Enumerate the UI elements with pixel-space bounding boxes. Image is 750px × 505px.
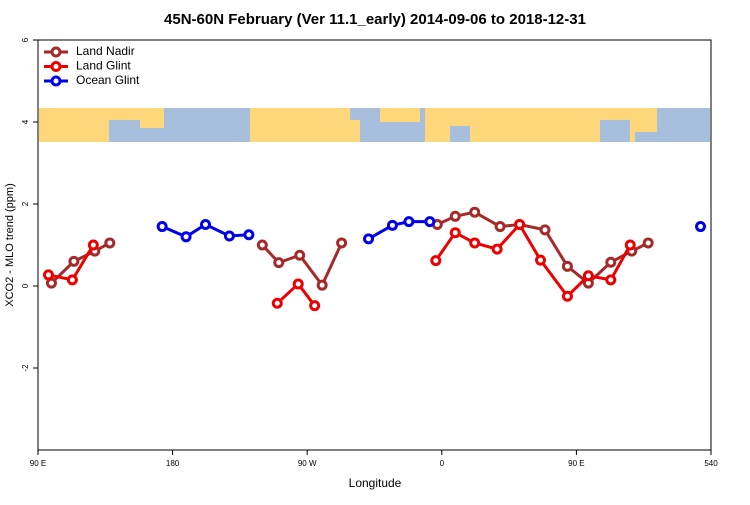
point [469, 237, 481, 249]
point [104, 237, 116, 249]
point [294, 249, 306, 261]
land [380, 108, 420, 122]
land [635, 108, 657, 132]
series-line [50, 210, 649, 289]
point [449, 227, 461, 239]
point [223, 230, 235, 242]
x-tick-label: 540 [704, 459, 718, 468]
point [605, 274, 617, 286]
land [340, 120, 360, 142]
point [539, 224, 551, 236]
legend-marker [50, 61, 62, 72]
point [449, 210, 461, 222]
point [430, 255, 442, 267]
point [336, 237, 348, 249]
point [386, 219, 398, 231]
point [87, 239, 99, 251]
legend-label: Ocean Glint [76, 73, 140, 87]
point [180, 231, 192, 243]
point [695, 221, 707, 233]
point [561, 290, 573, 302]
point [514, 219, 526, 230]
x-axis-label: Longitude [349, 476, 402, 490]
land [250, 108, 350, 142]
x-tick-label: 90 W [298, 459, 317, 468]
legend-marker [50, 46, 62, 58]
x-tick-label: 90 E [30, 459, 46, 468]
point [156, 221, 168, 233]
point [200, 219, 212, 230]
point [582, 270, 594, 282]
map-band [39, 108, 710, 142]
y-tick-label: 6 [21, 37, 30, 42]
x-tick-label: 90 E [568, 459, 584, 468]
point [403, 216, 415, 228]
plot-frame [37, 39, 712, 451]
point [273, 257, 285, 269]
land [39, 108, 109, 142]
legend-marker [50, 75, 62, 87]
land [140, 108, 164, 128]
point [469, 206, 481, 218]
point [243, 229, 255, 241]
legend-label: Land Glint [76, 59, 131, 73]
ocean [450, 126, 470, 142]
point [494, 221, 506, 233]
point [491, 243, 503, 255]
point [42, 269, 54, 281]
point [642, 237, 654, 249]
point [256, 239, 268, 251]
point [561, 260, 573, 272]
point [292, 278, 304, 290]
y-tick-label: -2 [21, 364, 30, 372]
x-tick-label: 180 [166, 459, 180, 468]
y-tick-label: 2 [21, 201, 30, 206]
point [68, 255, 80, 267]
point [66, 274, 78, 286]
point [363, 233, 375, 245]
point [424, 216, 436, 228]
point [316, 279, 328, 291]
y-axis-label: XCO2 - MLO trend (ppm) [4, 183, 16, 306]
x-tick-label: 0 [440, 459, 445, 468]
point [624, 239, 636, 251]
y-tick-label: 0 [21, 283, 30, 288]
chart-title: 45N-60N February (Ver 11.1_early) 2014-0… [164, 11, 586, 28]
point [605, 256, 617, 268]
point [535, 254, 547, 266]
ocean [600, 120, 630, 142]
series-line [48, 221, 632, 307]
point [309, 300, 321, 312]
y-tick-label: 4 [21, 119, 30, 124]
legend-label: Land Nadir [76, 44, 135, 58]
land [109, 108, 149, 120]
point [271, 297, 283, 309]
